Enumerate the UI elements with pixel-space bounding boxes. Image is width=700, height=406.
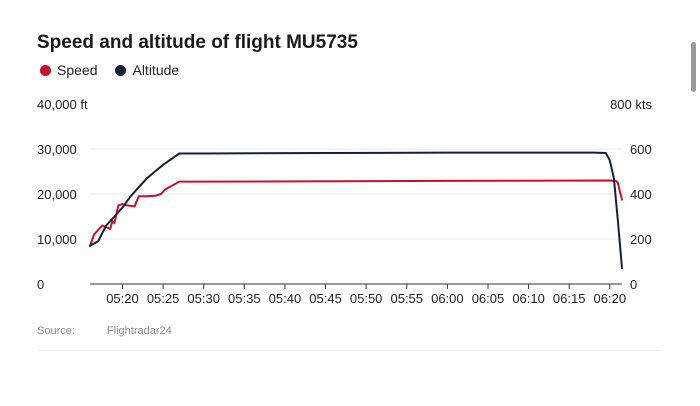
y-right-tick-label: 400 bbox=[630, 187, 652, 202]
x-tick-label: 06:15 bbox=[553, 291, 586, 306]
x-tick-label: 05:25 bbox=[147, 291, 180, 306]
y-right-tick-label: 600 bbox=[630, 142, 652, 157]
legend-item-altitude: Altitude bbox=[115, 62, 179, 78]
x-tick-label: 05:40 bbox=[269, 291, 302, 306]
legend-swatch-speed bbox=[40, 64, 51, 76]
y-left-tick-label: 10,000 bbox=[37, 232, 77, 247]
x-tick-label: 05:50 bbox=[350, 291, 383, 306]
x-tick-label: 05:20 bbox=[106, 291, 139, 306]
y-left-tick-label: 20,000 bbox=[37, 187, 77, 202]
x-tick-label: 06:00 bbox=[431, 291, 464, 306]
source-value: Flightradar24 bbox=[106, 325, 172, 337]
legend: Speed Altitude bbox=[40, 62, 197, 78]
y-right-tick-label: 800 kts bbox=[610, 97, 652, 112]
y-left-tick-label: 30,000 bbox=[37, 142, 77, 157]
legend-item-speed: Speed bbox=[40, 62, 97, 78]
source-note: Source: Flightradar24 bbox=[37, 325, 172, 337]
series-line-speed bbox=[89, 179, 623, 247]
legend-label-altitude: Altitude bbox=[132, 62, 180, 78]
y-left-tick-label: 0 bbox=[37, 277, 44, 292]
x-tick-label: 05:55 bbox=[390, 291, 423, 306]
legend-label-speed: Speed bbox=[57, 62, 98, 78]
x-tick-label: 05:30 bbox=[187, 291, 220, 306]
y-left-tick-label: 40,000 ft bbox=[37, 97, 88, 112]
source-label: Source: bbox=[37, 325, 75, 337]
scrollbar-thumb[interactable] bbox=[691, 42, 696, 92]
x-tick-label: 06:10 bbox=[512, 291, 545, 306]
footer-divider bbox=[37, 350, 661, 351]
series-line-altitude bbox=[89, 151, 623, 270]
chart-title: Speed and altitude of flight MU5735 bbox=[37, 32, 358, 53]
legend-swatch-altitude bbox=[115, 64, 127, 76]
x-tick-label: 06:05 bbox=[472, 291, 505, 306]
x-tick-label: 06:20 bbox=[594, 291, 627, 306]
y-right-tick-label: 0 bbox=[630, 277, 637, 292]
x-tick-label: 05:35 bbox=[228, 291, 261, 306]
x-tick-label: 05:45 bbox=[309, 291, 342, 306]
y-right-tick-label: 200 bbox=[630, 232, 652, 247]
